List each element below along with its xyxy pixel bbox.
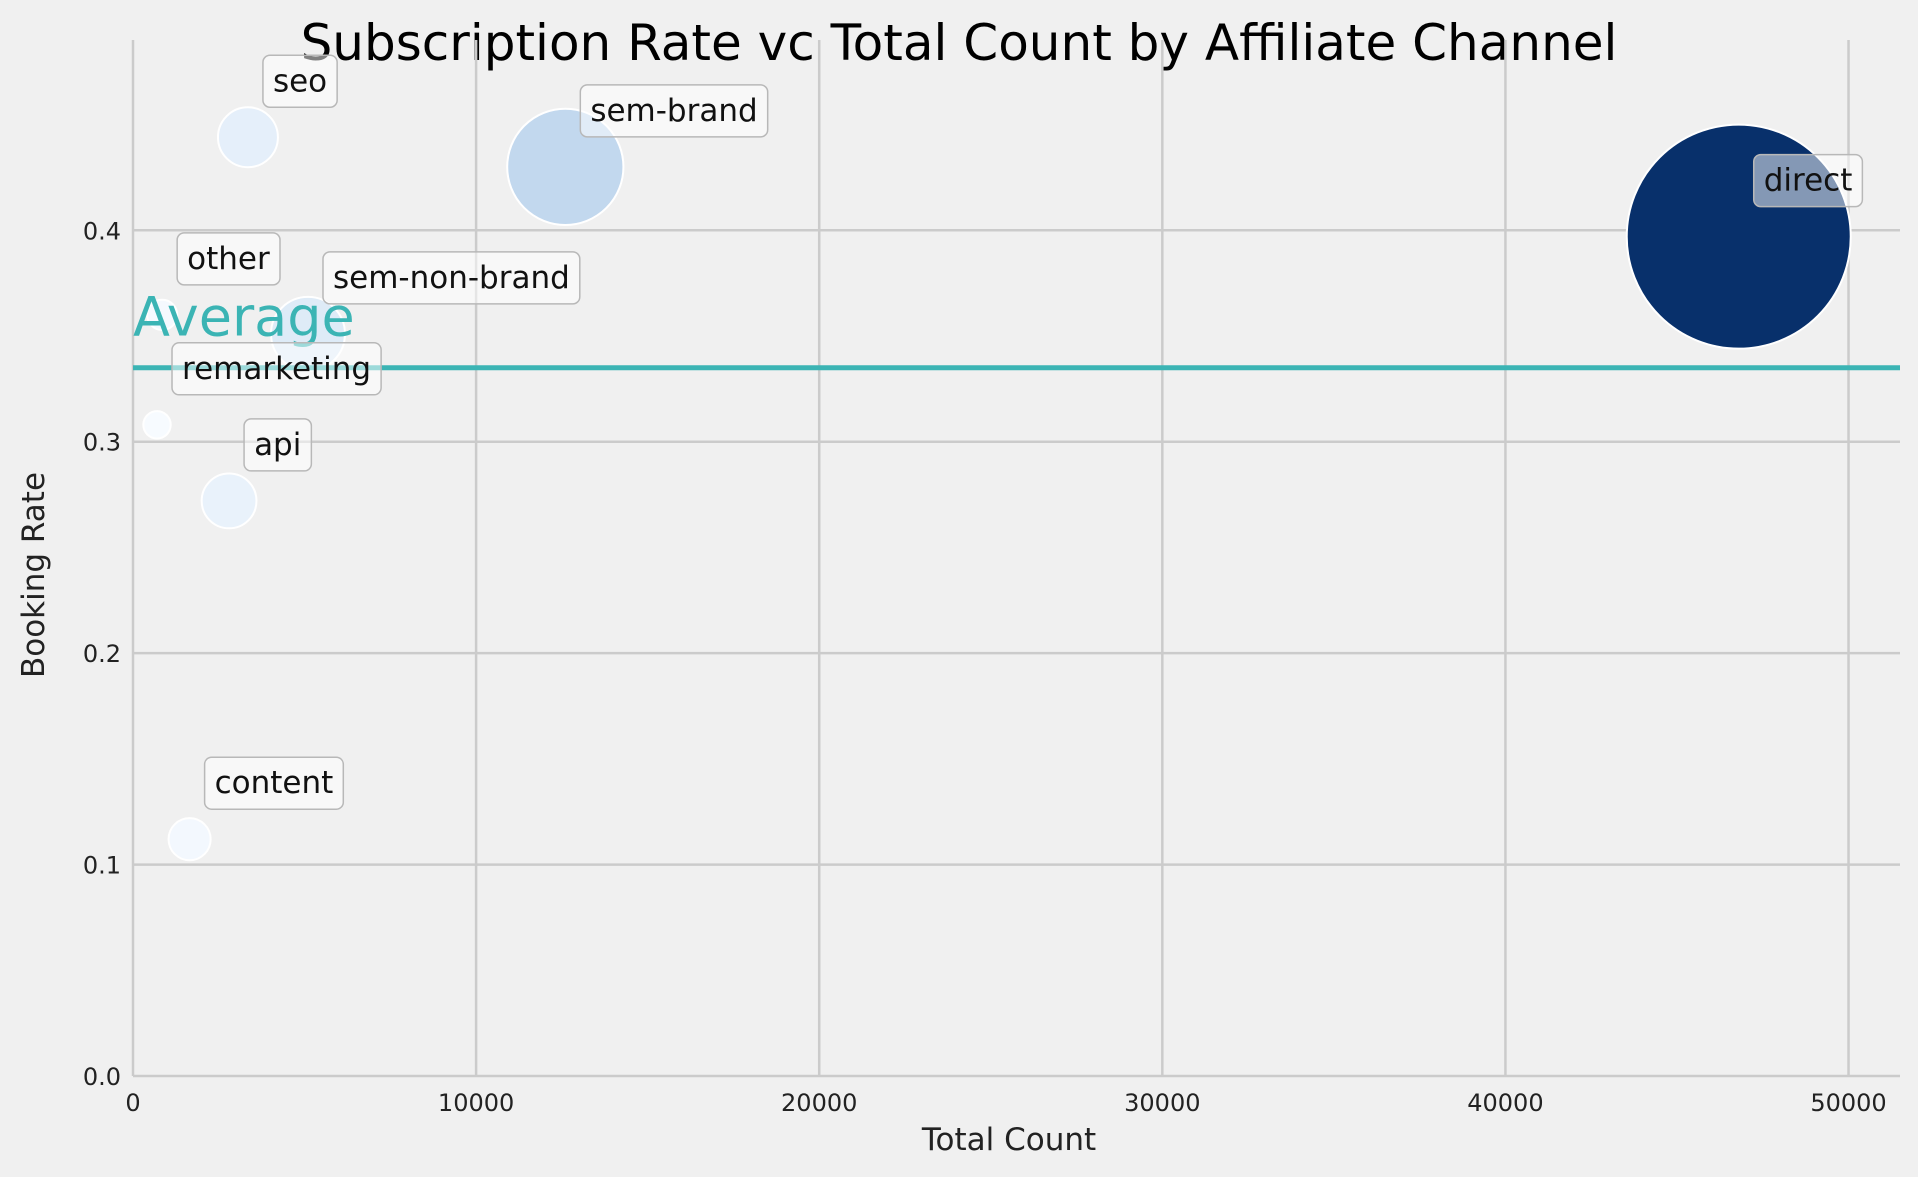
x-tick-label: 40000	[1467, 1089, 1543, 1117]
point-label-seo: seo	[262, 54, 338, 109]
data-point-sem-brand	[506, 107, 625, 226]
point-label-text: direct	[1764, 163, 1853, 199]
y-axis-label: Booking Rate	[16, 472, 52, 678]
x-axis-ticks: 0 10000 20000 30000 40000 50000	[125, 1089, 1886, 1117]
point-labels: direct sem-brand sem-non-brand seo api conten…	[171, 54, 1864, 810]
average-label: Average	[133, 286, 355, 349]
point-label-box	[322, 251, 581, 305]
chart-title: Subscription Rate vc Total Count by Affi…	[301, 14, 1618, 72]
point-label-box	[176, 232, 281, 286]
point-label-box	[579, 84, 769, 138]
point-label-direct: direct	[1752, 153, 1864, 208]
data-point-api	[200, 472, 258, 530]
average-line-group: Average	[133, 286, 1900, 371]
point-label-api: api	[243, 418, 313, 472]
point-label-sem-non-brand: sem-non-brand	[322, 251, 581, 305]
point-label-box	[171, 342, 382, 396]
point-label-box	[262, 54, 338, 109]
point-label-other: other	[176, 232, 281, 286]
point-label-text: content	[215, 765, 334, 801]
y-tick-label: 0.4	[83, 217, 121, 245]
x-tick-label: 0	[125, 1089, 140, 1117]
point-label-box	[243, 418, 313, 472]
point-label-text: api	[254, 427, 301, 463]
x-tick-label: 30000	[1124, 1089, 1200, 1117]
point-label-text: seo	[273, 63, 327, 99]
data-point-remarketing	[142, 410, 172, 440]
y-tick-label: 0.3	[83, 429, 121, 457]
data-point-other	[146, 298, 179, 331]
y-tick-label: 0.1	[83, 852, 121, 880]
point-label-box	[1752, 153, 1864, 208]
data-point-seo	[216, 106, 279, 169]
point-label-content: content	[203, 756, 345, 810]
point-label-sem-brand: sem-brand	[579, 84, 769, 138]
y-tick-label: 0.0	[83, 1063, 121, 1091]
y-tick-label: 0.2	[83, 640, 121, 668]
point-label-text: sem-non-brand	[333, 260, 570, 296]
x-tick-label: 50000	[1810, 1089, 1886, 1117]
point-label-text: remarketing	[182, 351, 371, 387]
data-point-content	[167, 817, 212, 862]
point-label-box	[203, 756, 345, 810]
point-label-remarketing: remarketing	[171, 342, 382, 396]
point-label-text: other	[187, 241, 270, 277]
x-axis-label: Total Count	[921, 1122, 1096, 1158]
x-tick-label: 10000	[438, 1089, 514, 1117]
x-tick-label: 20000	[781, 1089, 857, 1117]
y-axis-ticks: 0.0 0.1 0.2 0.3 0.4	[83, 217, 121, 1091]
point-label-text: sem-brand	[590, 93, 757, 129]
